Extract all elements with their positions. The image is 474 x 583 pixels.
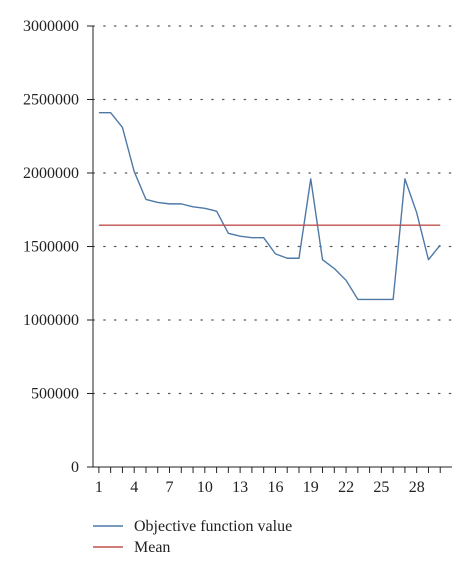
series-lines [98,112,441,301]
x-tick-label-0: 1 [95,479,103,496]
y-tick-label-3: 1500000 [23,239,79,256]
grid-lines [92,25,453,395]
y-tick-label-4: 2000000 [23,165,79,182]
y-tick-label-5: 2500000 [23,92,79,109]
x-tick-label-9: 28 [409,479,425,496]
x-tick-label-2: 7 [166,479,174,496]
y-tick-label-0: 0 [71,459,79,476]
legend: Objective function value Mean [93,518,292,556]
y-tick-label-6: 3000000 [23,18,79,35]
x-tick-label-7: 22 [338,479,354,496]
x-tick-label-8: 25 [373,479,389,496]
x-tick-label-5: 16 [267,479,283,496]
legend-label-0: Objective function value [134,518,292,535]
series-line-0 [98,112,441,301]
y-tick-label-2: 1000000 [23,312,79,329]
x-tick-label-1: 4 [130,479,138,496]
legend-label-1: Mean [134,539,170,556]
tick-labels: 0 500000 1000000 1500000 2000000 2500000 30000… [23,18,425,496]
y-tick-label-1: 500000 [31,386,79,403]
axes [87,25,452,473]
x-tick-label-3: 10 [197,479,213,496]
x-tick-label-6: 19 [303,479,319,496]
x-tick-label-4: 13 [232,479,248,496]
